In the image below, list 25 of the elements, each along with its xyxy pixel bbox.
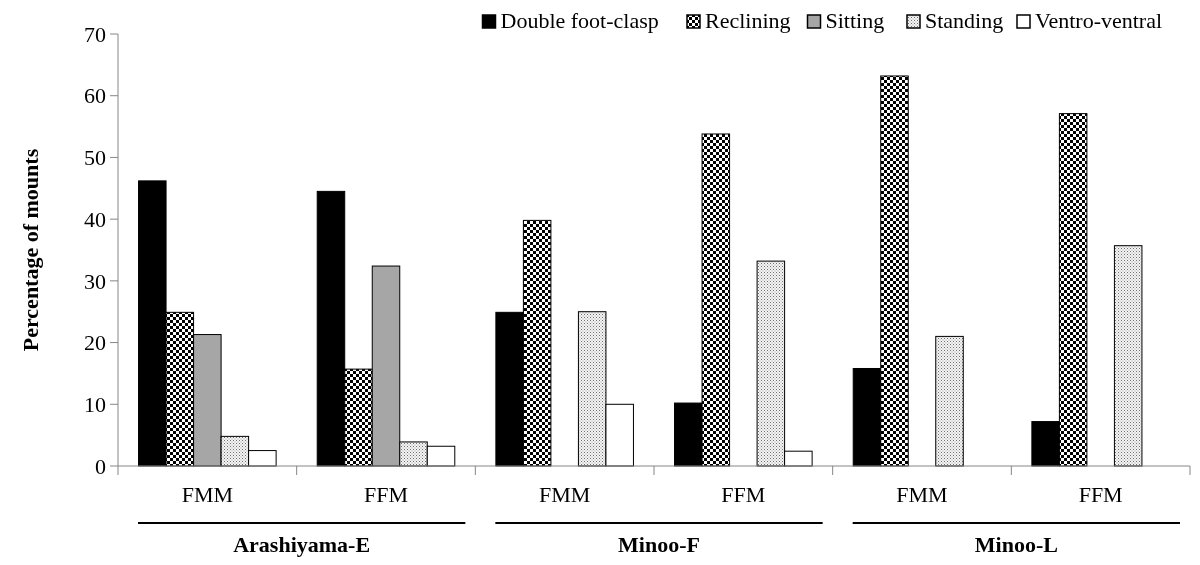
y-tick-label: 10 (84, 391, 106, 417)
legend-label: Sitting (825, 8, 885, 33)
x-tick-label: FMM (538, 482, 591, 507)
y-tick-label: 70 (84, 21, 106, 47)
y-tick-label: 50 (84, 145, 106, 171)
x-tick-label: FFM (1078, 482, 1123, 507)
legend-label: Standing (925, 8, 1004, 33)
text: Minoo-L (974, 532, 1058, 557)
bar (1113, 245, 1143, 467)
legend-label: Ventro-ventral (1035, 8, 1163, 33)
x-tick-label: FFM (363, 482, 409, 507)
y-tick-label: 0 (95, 453, 106, 479)
y-tick-label: 60 (84, 83, 106, 109)
y-tick-label: 20 (84, 330, 106, 356)
x-tick-label: FFM (721, 482, 766, 507)
y-tick-label: 40 (84, 206, 106, 232)
legend-label: Reclining (705, 8, 791, 33)
text: Arashiyama-E (233, 532, 371, 557)
legend-label: Double foot-clasp (500, 8, 659, 33)
text: Minoo-F (618, 532, 700, 557)
y-axis-title: Percentage of mounts (18, 148, 43, 352)
y-tick-label: 30 (84, 268, 106, 294)
bar (935, 335, 964, 467)
x-tick-label: FMM (896, 482, 948, 507)
x-tick-label: FMM (181, 482, 234, 507)
